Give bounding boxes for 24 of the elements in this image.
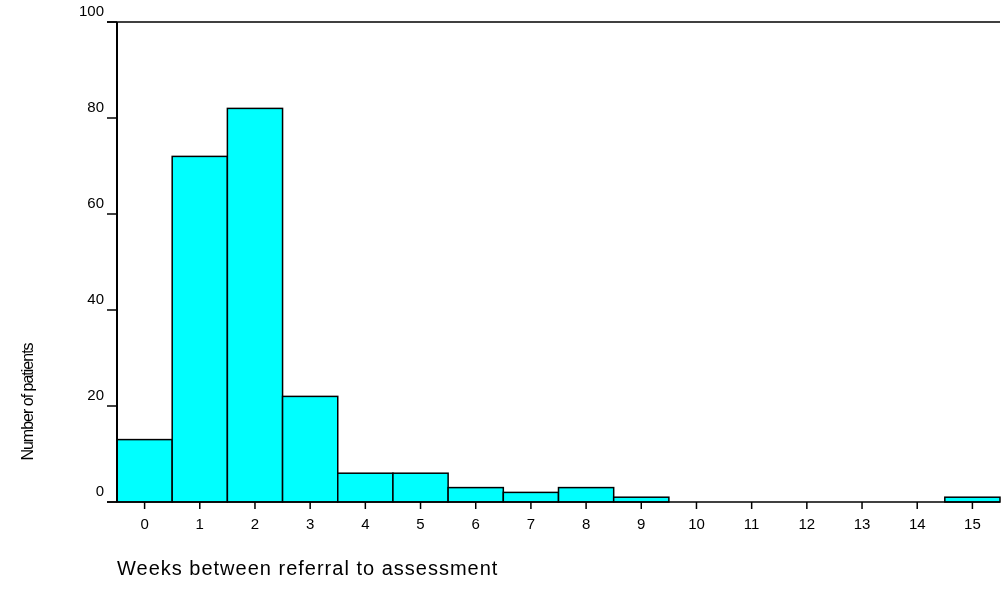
x-tick-label: 9 (637, 514, 646, 532)
x-tick-label: 3 (305, 514, 315, 532)
y-tick-label: 60 (87, 193, 104, 211)
x-tick-label: 10 (688, 514, 705, 532)
x-tick-label: 8 (581, 514, 591, 532)
x-tick-label: 11 (743, 514, 760, 532)
y-axis-title: Number of patients (19, 342, 36, 461)
y-tick-label: 40 (87, 289, 104, 307)
x-tick-label: 4 (361, 514, 370, 532)
x-tick-label: 2 (250, 514, 260, 532)
y-tick-label: 0 (95, 481, 104, 499)
x-axis-title: Weeks between referral to assessment (117, 557, 499, 579)
y-tick-label: 80 (87, 97, 104, 115)
y-tick-label: 20 (87, 385, 104, 403)
x-tick-label: 0 (140, 514, 149, 532)
x-tick-label: 14 (908, 514, 926, 532)
x-tick-label: 15 (964, 514, 981, 532)
x-tick-label: 12 (798, 514, 816, 532)
x-tick-label: 7 (526, 514, 536, 532)
x-tick-label: 6 (471, 514, 480, 532)
y-tick-label: 100 (78, 1, 104, 19)
x-tick-label: 13 (853, 514, 871, 532)
x-tick-label: 1 (195, 514, 204, 532)
x-tick-label: 5 (416, 514, 425, 532)
